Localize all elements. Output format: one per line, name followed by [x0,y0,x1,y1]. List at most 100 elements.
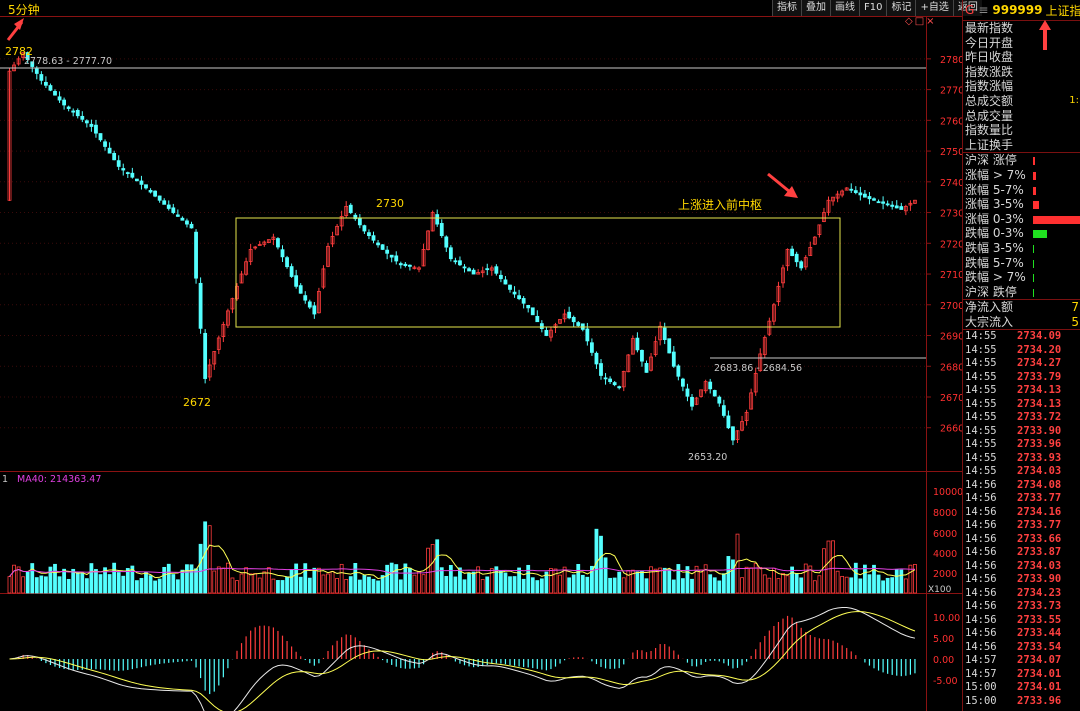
volume-bar [721,573,726,594]
candle-body [558,318,562,324]
volume-bar [289,569,294,594]
volume-bar [535,580,540,594]
volume-bar [407,567,412,594]
volume-bar [389,562,394,594]
breadth-row: 涨幅 > 7% [963,168,1080,183]
tick-list: 14:55 2734.09 14:55 2734.20 14:55 2734.27 14:5… [963,329,1080,708]
candle-body [403,263,408,266]
candle-body [894,205,899,209]
volume-bar [221,567,226,594]
bottom-label: 2653.20 [688,452,727,463]
tick-price: 2734.13 [1017,397,1062,410]
candle-body [599,363,603,376]
quote-header-mark[interactable]: G [965,3,975,17]
volume-bar [44,576,48,594]
candle-body [357,217,362,226]
menu-icon[interactable]: ≡ [978,3,989,17]
tick-row: 14:56 2734.23 [963,587,1080,601]
candle-body [749,392,754,410]
add-watchlist-button[interactable]: +自选 [915,0,953,16]
volume-bar [257,577,262,594]
candle-body [876,201,881,204]
tick-row: 14:55 2734.13 [963,384,1080,398]
volume-bar [726,556,731,594]
tick-time: 14:55 [965,424,997,437]
f10-button[interactable]: F10 [859,0,887,16]
candle-body [667,338,672,354]
candle-body [185,220,189,225]
volume-bar [562,566,567,594]
volume-bar [421,574,426,594]
overlay-button[interactable]: 叠加 [801,0,830,16]
volume-bar [121,575,126,594]
diamond-icon[interactable]: ◇ [905,16,913,27]
candle-body [703,381,708,392]
quote-field-label: 指数涨跌 [965,64,1014,79]
candle-body [244,261,249,275]
back-button[interactable]: 返回 [952,0,982,16]
tick-row: 14:56 2733.73 [963,600,1080,614]
candle-body [872,198,876,201]
tick-price: 2734.09 [1017,330,1062,343]
candle-body [535,316,540,323]
volume-bar [53,563,57,594]
candle-body [913,199,917,204]
candle-body [744,411,749,422]
quote-field-label: 指数涨幅 [965,79,1014,94]
candle-body [353,214,358,220]
candle-body [608,378,612,383]
candle-body [439,223,444,237]
arrow-icon [6,18,24,41]
volume-bar [744,566,749,594]
quote-field-label: 指数量比 [965,123,1014,138]
timeframe-label[interactable]: 5分钟 [8,2,40,17]
tick-row: 14:57 2734.07 [963,654,1080,668]
arrow-icon [1043,30,1047,50]
volume-bar [653,568,658,594]
volume-bar [649,566,653,594]
candle-body [71,110,76,113]
candle-body [635,337,640,351]
candle-body [676,365,681,377]
volume-bar [753,563,758,594]
candle-body [280,249,285,258]
macd-dea-line [9,611,916,711]
volume-bar [385,564,390,594]
volume-bar [180,569,185,594]
candle-body [462,266,467,269]
volume-ma-label: MA40: 214363.47 [17,474,101,485]
volume-bar [599,535,603,594]
candle-body [476,272,481,275]
volume-bar [853,562,858,594]
breadth-bar [1033,171,1036,180]
candle-body [385,249,390,254]
volume-bar [80,572,85,594]
candle-body [467,268,471,272]
volume-bar [662,567,667,594]
window-icons: ◇ □ × [905,16,935,27]
candle-body [881,201,885,204]
candle-body [767,320,772,335]
close-icon[interactable]: × [926,16,935,27]
candle-body [567,311,572,319]
breadth-bar [1033,230,1047,239]
square-icon[interactable]: □ [914,16,925,27]
mark-button[interactable]: 标记 [886,0,916,16]
pivot-box[interactable] [235,217,841,328]
volume-tick-label: 4000 [933,549,957,560]
candle-body [316,291,321,314]
candle-body [694,397,699,405]
volume-bar [526,564,531,594]
kline-chart[interactable]: 2780 2770 2760 2750 2740 2730 2720 2710 2700 2690… [0,0,962,711]
flow-value: 5 [1071,314,1079,329]
tick-price: 2733.66 [1017,532,1062,545]
candle-body [348,204,353,213]
tick-time: 14:55 [965,438,997,451]
candle-body [822,212,826,222]
tick-price: 2733.96 [1017,438,1062,451]
volume-bar [658,567,663,594]
draw-line-button[interactable]: 画线 [830,0,859,16]
candle-body [453,260,458,263]
candle-body [908,202,913,206]
indicator-button[interactable]: 指标 [772,0,801,16]
